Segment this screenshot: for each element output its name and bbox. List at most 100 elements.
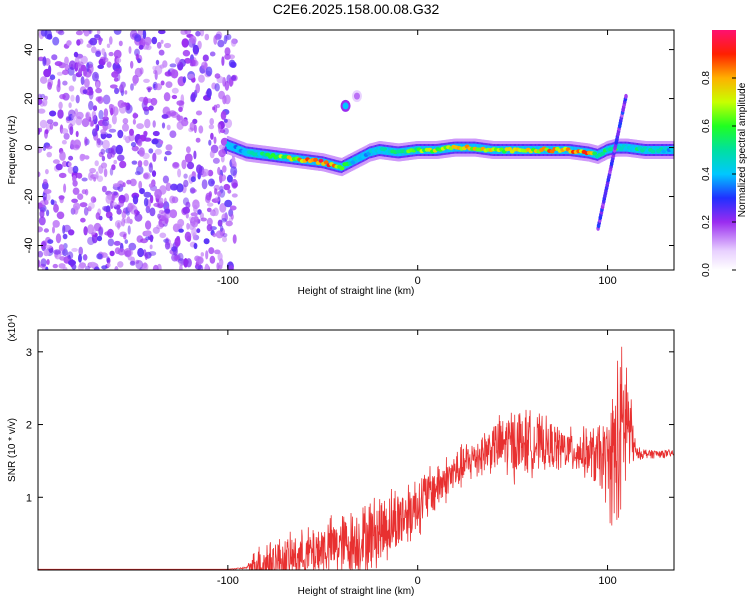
noise-speckle bbox=[73, 202, 81, 211]
noise-speckle bbox=[113, 191, 118, 196]
noise-speckle bbox=[38, 226, 43, 233]
noise-speckle bbox=[45, 266, 49, 270]
noise-speckle bbox=[53, 249, 61, 255]
noise-speckle bbox=[224, 199, 233, 208]
noise-speckle bbox=[103, 206, 111, 213]
noise-speckle bbox=[217, 219, 223, 227]
noise-speckle bbox=[38, 99, 43, 105]
noise-speckle bbox=[172, 246, 178, 256]
noise-speckle bbox=[144, 36, 152, 46]
noise-speckle bbox=[156, 224, 164, 230]
noise-speckle bbox=[68, 259, 76, 266]
noise-speckle bbox=[209, 51, 216, 57]
noise-speckle bbox=[46, 209, 50, 217]
noise-speckle bbox=[71, 198, 78, 203]
noise-speckle bbox=[63, 243, 68, 249]
noise-speckle bbox=[70, 94, 75, 102]
noise-speckle bbox=[42, 98, 48, 107]
noise-speckle bbox=[129, 178, 137, 187]
noise-speckle bbox=[98, 109, 104, 120]
noise-speckle bbox=[165, 144, 173, 151]
noise-speckle bbox=[158, 49, 165, 56]
noise-speckle bbox=[218, 149, 227, 158]
noise-speckle bbox=[177, 168, 182, 178]
noise-speckle bbox=[171, 94, 178, 100]
noise-speckle bbox=[124, 239, 129, 244]
noise-speckle bbox=[113, 68, 122, 75]
ridge-core bbox=[600, 151, 605, 156]
noise-speckle bbox=[79, 153, 85, 162]
noise-speckle bbox=[117, 154, 125, 162]
noise-speckle bbox=[106, 43, 111, 48]
noise-speckle bbox=[40, 76, 48, 84]
noise-speckle bbox=[38, 216, 46, 226]
noise-speckle bbox=[95, 81, 100, 90]
noise-speckle bbox=[62, 160, 68, 167]
noise-speckle bbox=[163, 92, 171, 102]
noise-speckle bbox=[138, 44, 144, 50]
noise-speckle bbox=[213, 104, 218, 113]
noise-speckle bbox=[151, 170, 157, 178]
noise-speckle bbox=[93, 266, 100, 270]
colorbar-ticks: 0.0 0.2 0.4 0.6 0.8 bbox=[701, 71, 736, 277]
noise-speckle bbox=[51, 54, 58, 61]
noise-speckle bbox=[198, 264, 204, 270]
noise-speckle bbox=[129, 260, 136, 266]
noise-speckle bbox=[123, 233, 127, 240]
noise-speckle bbox=[45, 244, 53, 249]
spectrogram-axes: -100 0 100 -40 -20 0 20 40 bbox=[23, 30, 674, 287]
noise-speckle bbox=[38, 108, 46, 114]
noise-speckle bbox=[97, 64, 104, 70]
noise-speckle bbox=[134, 67, 143, 78]
noise-speckle bbox=[82, 89, 88, 95]
noise-speckle bbox=[109, 215, 113, 221]
noise-speckle bbox=[101, 48, 106, 56]
noise-speckle bbox=[67, 162, 72, 167]
noise-speckle bbox=[109, 250, 115, 257]
noise-speckle bbox=[198, 74, 205, 83]
noise-speckle bbox=[116, 57, 122, 64]
noise-speckle bbox=[107, 262, 111, 268]
noise-speckle bbox=[151, 36, 158, 45]
noise-speckle bbox=[231, 193, 238, 198]
noise-speckle bbox=[66, 40, 72, 46]
noise-speckle bbox=[119, 84, 124, 94]
noise-speckle bbox=[230, 61, 237, 68]
noise-speckle bbox=[172, 162, 179, 168]
noise-speckle bbox=[206, 224, 213, 232]
noise-speckle bbox=[83, 254, 88, 261]
noise-speckle bbox=[169, 130, 177, 138]
noise-speckle bbox=[132, 195, 139, 205]
noise-speckle bbox=[38, 250, 44, 258]
noise-speckle bbox=[117, 129, 124, 139]
noise-speckle bbox=[190, 176, 196, 183]
noise-speckle bbox=[164, 150, 172, 156]
noise-speckle bbox=[178, 106, 183, 113]
noise-speckle bbox=[143, 96, 149, 106]
noise-speckle bbox=[68, 123, 74, 131]
spectrogram-xlabel: Height of straight line (km) bbox=[298, 286, 415, 297]
noise-speckle bbox=[173, 254, 181, 261]
noise-speckle bbox=[111, 114, 117, 125]
noise-speckle bbox=[132, 74, 139, 84]
noise-speckle bbox=[58, 62, 66, 69]
noise-speckle bbox=[75, 94, 80, 104]
noise-speckle bbox=[155, 59, 160, 66]
noise-speckle bbox=[95, 212, 101, 220]
noise-speckle bbox=[228, 54, 236, 60]
noise-speckle bbox=[61, 128, 69, 135]
noise-speckle bbox=[210, 210, 216, 216]
noise-speckle bbox=[40, 93, 46, 99]
noise-speckle bbox=[106, 61, 112, 68]
noise-speckle bbox=[52, 121, 59, 127]
noise-speckle bbox=[212, 232, 217, 238]
noise-speckle bbox=[43, 189, 52, 194]
ridge-core bbox=[323, 160, 329, 165]
snr-xlabel: Height of straight line (km) bbox=[298, 586, 415, 597]
noise-speckle bbox=[68, 155, 74, 161]
noise-speckle bbox=[52, 220, 60, 228]
y-tick-label: 3 bbox=[26, 347, 32, 359]
noise-speckle bbox=[149, 194, 154, 204]
noise-speckle bbox=[67, 66, 75, 76]
